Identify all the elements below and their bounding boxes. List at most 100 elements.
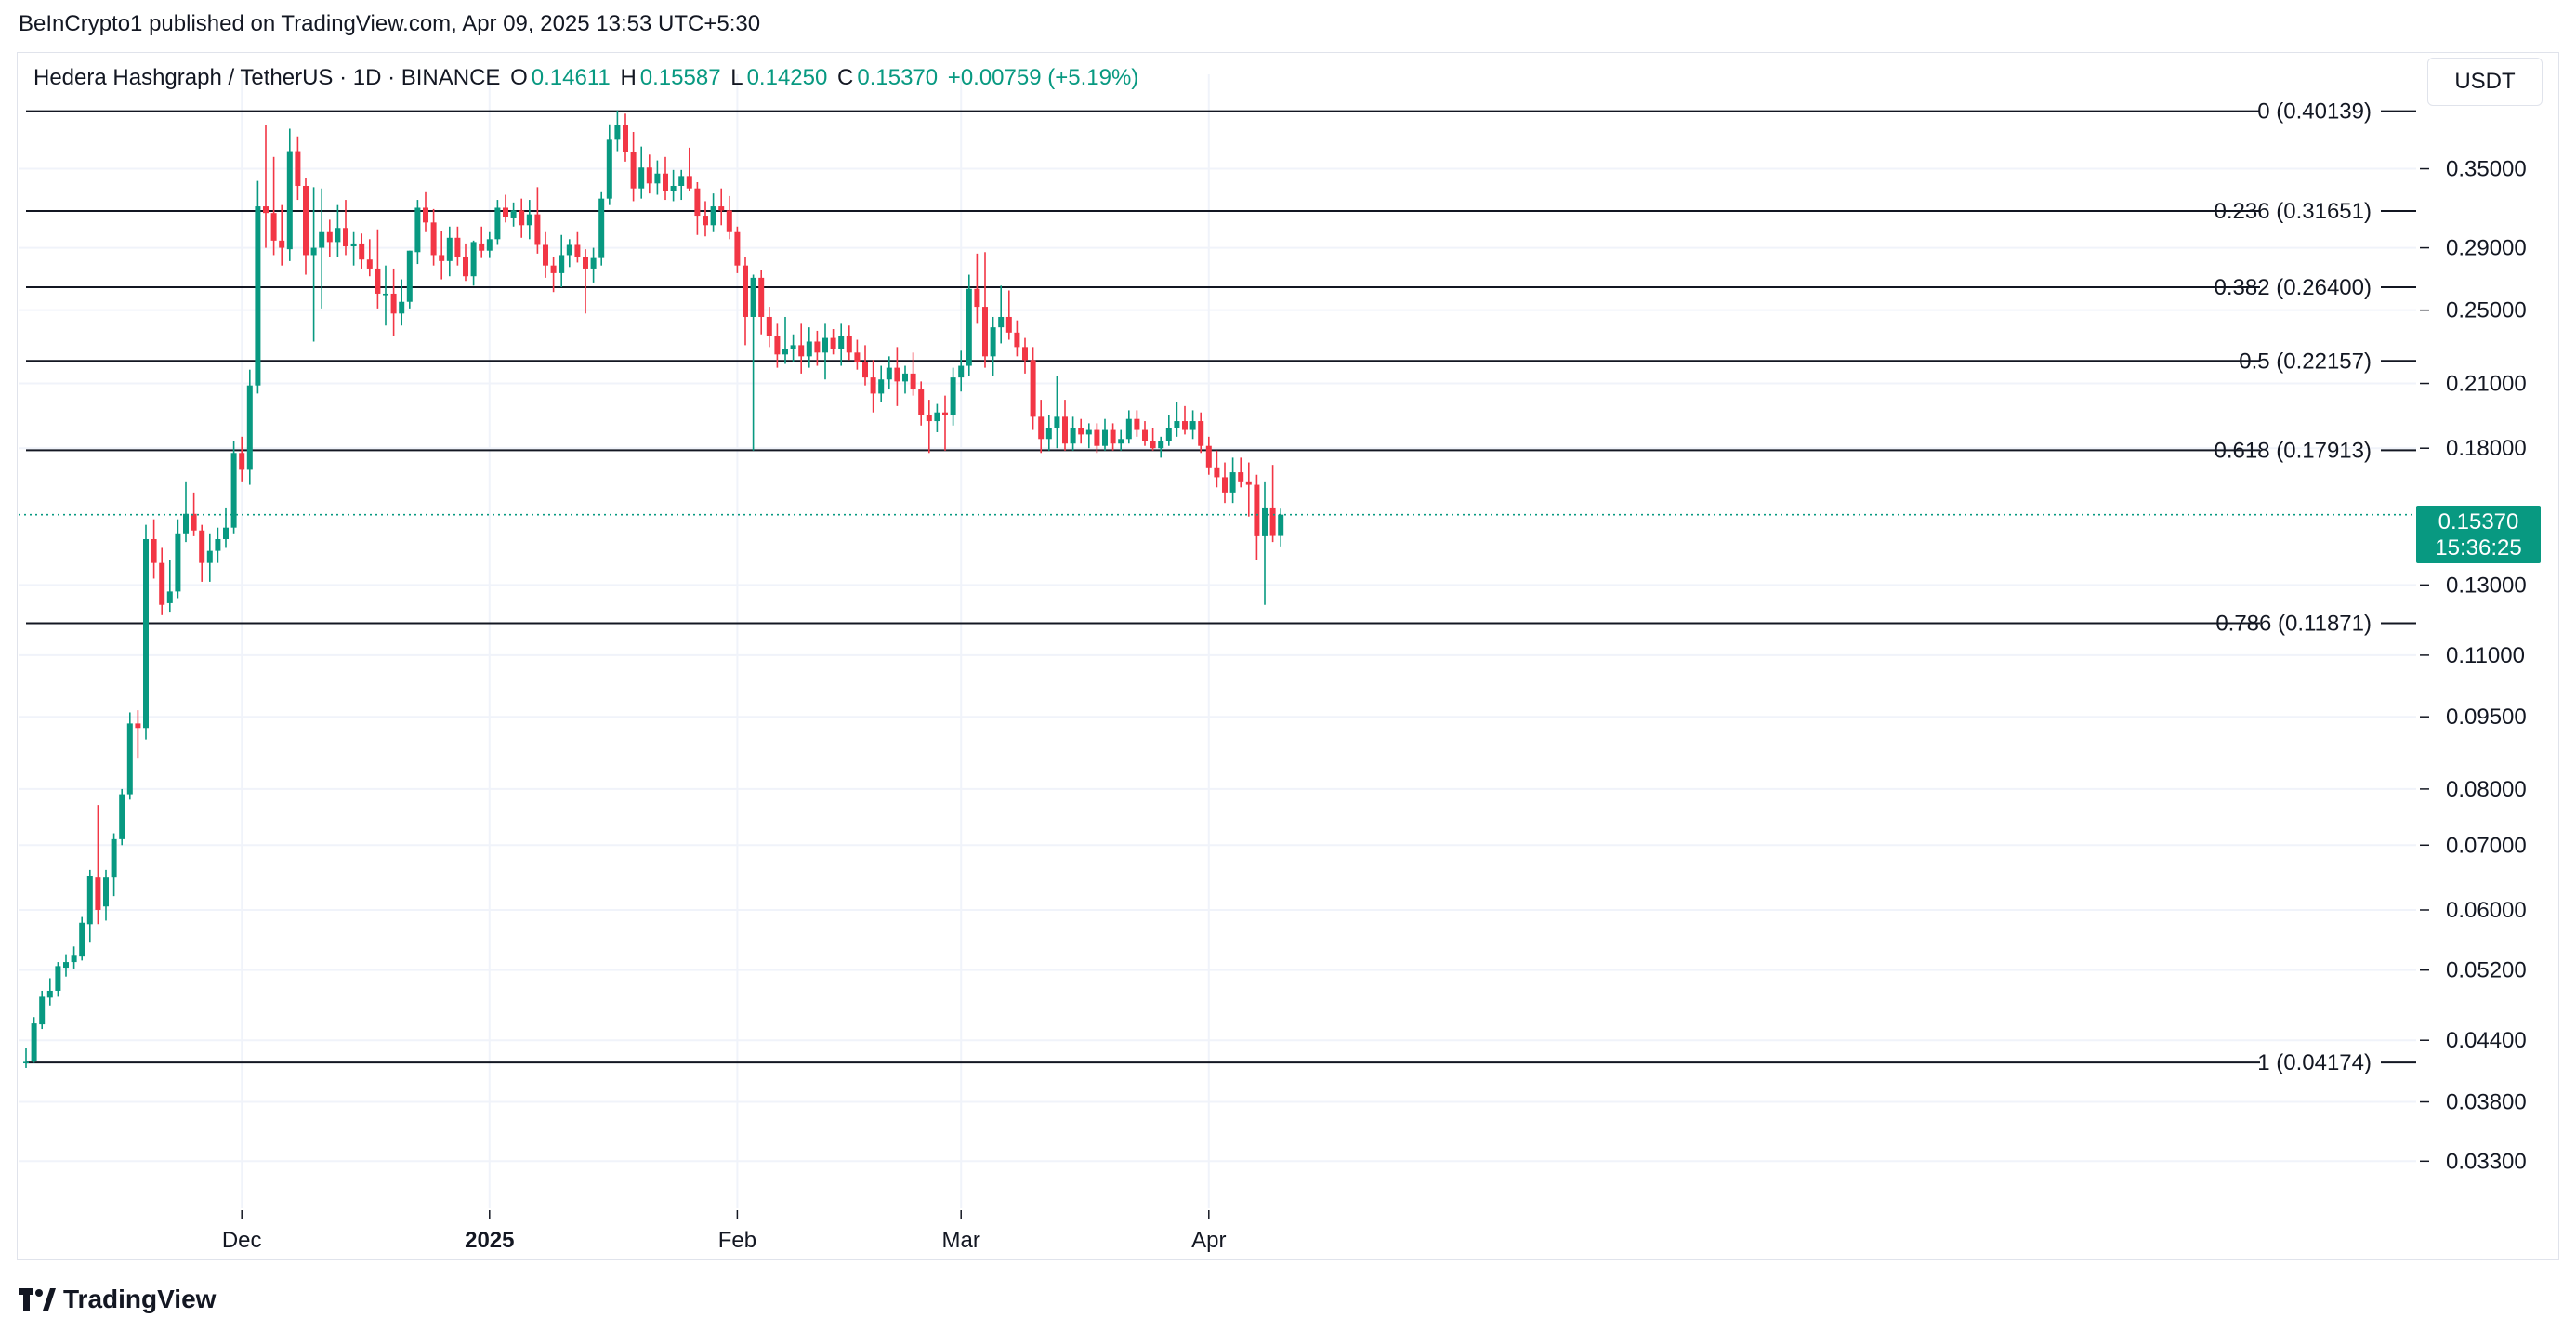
time-tick-label: Apr [1191,1228,1226,1253]
fib-level-label: 0.236 (0.31651) [2215,199,2372,224]
candle-body [175,533,181,592]
tradingview-logo-text: TradingView [63,1285,217,1313]
fibonacci-retracement[interactable]: 0 (0.40139) 0.236 (0.31651) 0.382 (0.26400… [26,99,2416,1075]
candle [399,279,405,326]
candle [758,270,765,335]
candle [390,268,397,336]
candle [1278,508,1284,547]
candle [1238,457,1244,488]
candle-body [703,216,708,226]
candle [934,403,940,432]
candle-body [743,265,748,317]
candle-body [1094,429,1100,446]
candle-body [806,341,812,357]
candle-body [1174,421,1180,428]
open-label: O [510,65,528,90]
last-price-value: 0.15370 [2438,509,2519,534]
candle-body [1078,428,1084,435]
candle [119,788,125,846]
candle [1102,418,1108,451]
candle [790,334,796,362]
candle [1110,423,1116,451]
candle [239,436,245,482]
price-tick-label: 0.13000 [2446,573,2527,598]
candle [1078,418,1084,444]
candle [446,226,453,277]
candle-body [55,966,61,991]
open-value: 0.14611 [531,65,611,90]
candle [430,208,437,266]
high-label: H [620,65,637,90]
candle-body [239,453,245,470]
price-tick-label: 0.11000 [2446,643,2525,668]
candle [366,239,373,277]
candle [910,352,916,396]
candle [1205,436,1212,475]
candle [998,285,1005,344]
price-tick-label: 0.03800 [2446,1090,2527,1115]
candle [286,128,293,261]
time-tick-label: Dec [222,1228,262,1253]
candle [343,200,348,256]
candle-body [726,210,732,232]
fib-level-label: 0.382 (0.26400) [2215,275,2372,300]
candle-body [950,377,956,415]
candle-body [918,389,925,415]
candle [798,323,805,374]
candle [439,231,445,280]
candle [175,519,181,599]
candle [359,233,365,269]
candle-body [1030,360,1036,417]
candle [319,188,325,309]
candle [494,200,501,245]
low-label: L [730,65,743,90]
candle-body [774,336,781,355]
candle [734,226,741,273]
candle [1158,436,1164,458]
candle [1262,481,1268,605]
price-tick-label: 0.06000 [2446,898,2527,923]
currency-button[interactable]: USDT [2427,58,2543,106]
candle [1198,412,1204,454]
candle-body [559,255,565,273]
price-tick-label: 0.29000 [2446,236,2527,261]
candle-body [614,125,621,140]
candle-body [383,293,388,296]
candle-body [734,231,741,266]
candle [1022,337,1028,374]
candle [55,962,61,997]
candle [510,202,517,227]
chart-frame [17,52,2559,1260]
candle-body [1102,429,1108,446]
candle [1229,457,1236,504]
tradingview-logo[interactable]: TradingView [19,1285,216,1314]
candle-body [982,307,988,357]
candle [1269,465,1276,543]
candle-body [926,415,932,422]
candle-body [1045,428,1052,440]
candle-body [1062,416,1068,444]
candle-body [326,231,333,243]
candle [1054,375,1060,449]
price-tick-label: 0.03300 [2446,1149,2527,1174]
candle [310,187,317,342]
candle-body [519,210,525,226]
candle [199,524,205,582]
candle [894,347,900,406]
candle-body [295,151,301,187]
candle [1085,423,1092,449]
candle [862,345,868,386]
price-axis[interactable]: 0.35000 0.29000 0.25000 0.21000 0.18000 0.130… [2420,157,2527,1175]
candle [1038,400,1045,454]
candle [63,954,69,977]
candle-body [486,239,493,251]
candle [39,990,46,1030]
candle [215,527,221,563]
grid-lines [19,74,2416,1208]
candle [1165,415,1172,446]
symbol-title[interactable]: Hedera Hashgraph / TetherUS · 1D · BINAN… [33,65,501,90]
candle-body [143,538,149,729]
candle [854,339,861,370]
time-axis[interactable]: Dec 2025 Feb Mar Apr [222,1210,1227,1253]
